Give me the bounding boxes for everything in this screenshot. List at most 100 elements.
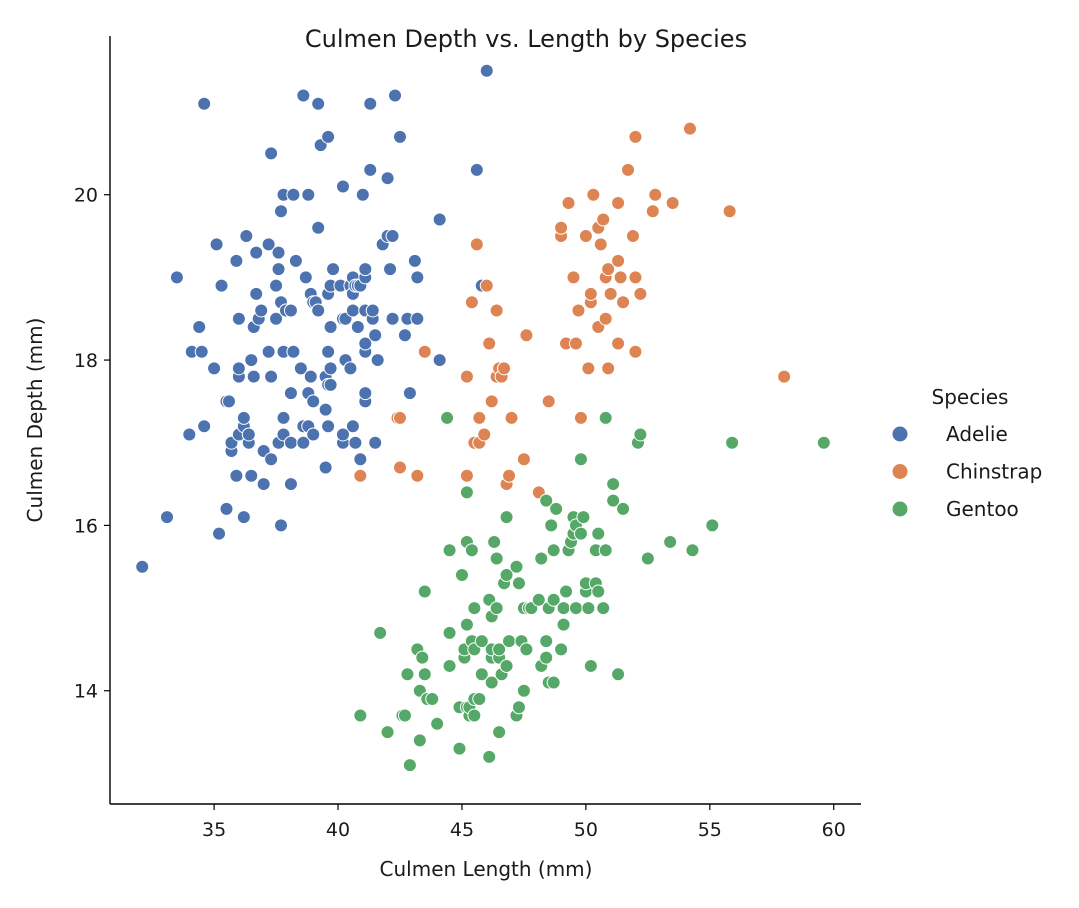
point-gentoo (452, 741, 467, 756)
point-chinstrap (628, 344, 643, 359)
point-adelie (410, 311, 425, 326)
point-gentoo (415, 650, 430, 665)
point-adelie (274, 518, 289, 533)
point-adelie (296, 435, 311, 450)
point-chinstrap (648, 187, 663, 202)
point-gentoo (353, 708, 368, 723)
point-adelie (363, 162, 378, 177)
y-axis-label: Culmen Depth (mm) (23, 318, 47, 523)
point-adelie (345, 419, 360, 434)
point-adelie (358, 262, 373, 277)
point-chinstrap (541, 394, 556, 409)
point-adelie (432, 212, 447, 227)
point-gentoo (725, 435, 740, 450)
point-gentoo (576, 510, 591, 525)
x-tick-label: 35 (202, 819, 226, 841)
point-gentoo (556, 601, 571, 616)
point-adelie (365, 303, 380, 318)
point-gentoo (591, 526, 606, 541)
point-gentoo (484, 675, 499, 690)
point-chinstrap (616, 295, 631, 310)
point-adelie (192, 319, 207, 334)
point-adelie (323, 319, 338, 334)
point-adelie (271, 262, 286, 277)
point-chinstrap (593, 237, 608, 252)
point-gentoo (417, 667, 432, 682)
x-tick-label: 50 (574, 819, 598, 841)
legend-marker-chinstrap (891, 463, 909, 480)
point-gentoo (417, 584, 432, 599)
point-chinstrap (665, 195, 680, 210)
point-gentoo (440, 410, 455, 425)
legend-label-adelie: Adelie (946, 422, 1008, 446)
point-gentoo (596, 601, 611, 616)
legend: Species Adelie Chinstrap Gentoo (891, 385, 1042, 521)
point-adelie (236, 410, 251, 425)
point-adelie (368, 435, 383, 450)
point-gentoo (511, 576, 526, 591)
point-chinstrap (598, 311, 613, 326)
point-adelie (212, 526, 227, 541)
point-gentoo (516, 683, 531, 698)
point-gentoo (402, 758, 417, 773)
point-adelie (219, 501, 234, 516)
point-adelie (229, 253, 244, 268)
point-gentoo (482, 749, 497, 764)
point-adelie (239, 229, 254, 244)
point-chinstrap (603, 286, 618, 301)
point-adelie (246, 369, 261, 384)
point-adelie (249, 245, 264, 260)
point-gentoo (531, 592, 546, 607)
point-adelie (318, 402, 333, 417)
point-adelie (368, 328, 383, 343)
point-gentoo (511, 700, 526, 715)
point-gentoo (544, 518, 559, 533)
point-chinstrap (554, 220, 569, 235)
point-gentoo (539, 634, 554, 649)
point-adelie (264, 146, 279, 161)
point-adelie (321, 129, 336, 144)
point-chinstrap (392, 460, 407, 475)
point-gentoo (425, 692, 440, 707)
point-gentoo (509, 559, 524, 574)
point-adelie (274, 204, 289, 219)
point-gentoo (534, 551, 549, 566)
point-gentoo (616, 501, 631, 516)
point-adelie (335, 427, 350, 442)
point-gentoo (492, 725, 507, 740)
point-adelie (207, 361, 222, 376)
point-chinstrap (578, 229, 593, 244)
legend-label-gentoo: Gentoo (946, 497, 1019, 521)
point-gentoo (380, 725, 395, 740)
point-adelie (264, 452, 279, 467)
point-adelie (182, 427, 197, 442)
point-chinstrap (601, 361, 616, 376)
point-adelie (479, 63, 494, 78)
point-adelie (407, 253, 422, 268)
point-gentoo (474, 634, 489, 649)
point-adelie (264, 369, 279, 384)
point-adelie (370, 353, 385, 368)
point-gentoo (442, 625, 457, 640)
point-chinstrap (611, 336, 626, 351)
legend-title: Species (932, 385, 1009, 409)
point-chinstrap (464, 295, 479, 310)
x-axis-label: Culmen Length (mm) (380, 857, 593, 881)
point-adelie (402, 386, 417, 401)
point-adelie (355, 187, 370, 202)
point-chinstrap (628, 129, 643, 144)
point-chinstrap (561, 195, 576, 210)
point-gentoo (606, 477, 621, 492)
point-gentoo (546, 592, 561, 607)
point-adelie (160, 510, 175, 525)
point-chinstrap (489, 303, 504, 318)
point-gentoo (397, 708, 412, 723)
point-adelie (311, 96, 326, 111)
point-chinstrap (722, 204, 737, 219)
point-adelie (348, 435, 363, 450)
point-adelie (283, 303, 298, 318)
point-adelie (283, 386, 298, 401)
point-gentoo (489, 601, 504, 616)
point-chinstrap (469, 237, 484, 252)
point-chinstrap (459, 369, 474, 384)
